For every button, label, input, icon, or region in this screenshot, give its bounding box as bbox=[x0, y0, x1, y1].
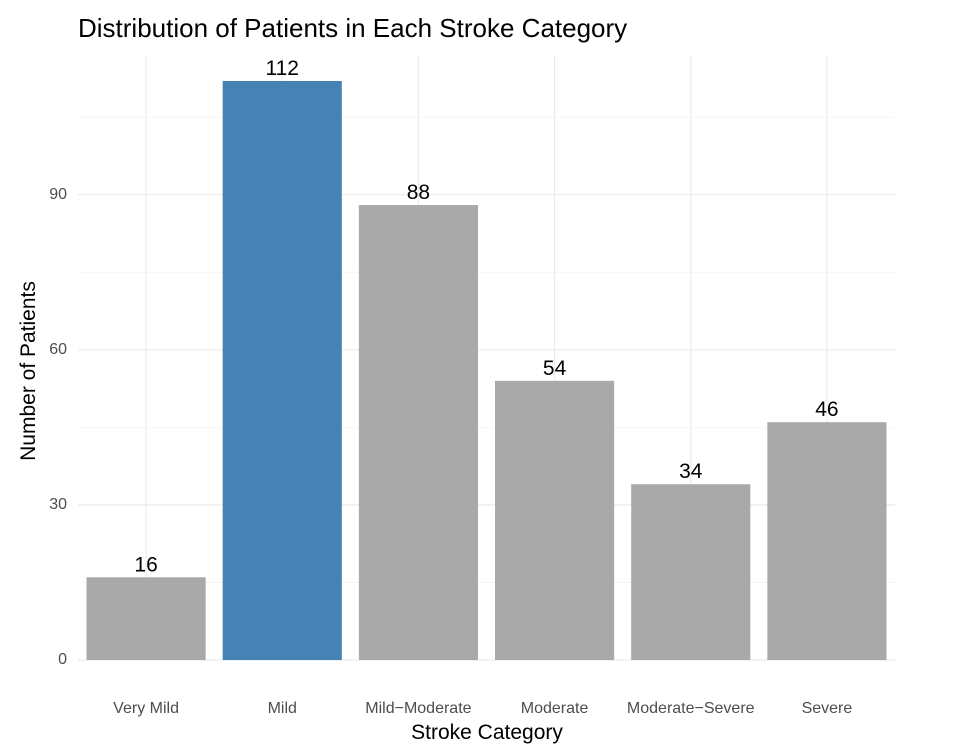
axes-layer: 0 30 60 90 Very Mild Mild Mild−Moderate Moderat… bbox=[49, 186, 852, 717]
x-tick-label: Moderate bbox=[521, 700, 589, 717]
x-tick-label: Very Mild bbox=[113, 700, 179, 717]
chart-title: Distribution of Patients in Each Stroke … bbox=[78, 13, 627, 43]
data-label-2: 88 bbox=[407, 181, 430, 204]
bar-3 bbox=[495, 380, 615, 660]
bar-1 bbox=[222, 80, 342, 660]
y-axis-title: Number of Patients bbox=[17, 281, 40, 461]
data-label-4: 34 bbox=[679, 460, 703, 483]
bar-2 bbox=[358, 205, 478, 661]
data-label-1: 112 bbox=[266, 57, 299, 80]
y-tick-label: 30 bbox=[49, 496, 67, 513]
y-tick-label: 90 bbox=[49, 186, 67, 203]
x-tick-label: Severe bbox=[802, 700, 853, 717]
x-tick-label: Mild bbox=[268, 700, 297, 717]
x-tick-label: Mild−Moderate bbox=[365, 700, 471, 717]
bar-4 bbox=[631, 484, 751, 660]
x-tick-label: Moderate−Severe bbox=[627, 700, 755, 717]
bar-0 bbox=[86, 577, 206, 660]
data-label-3: 54 bbox=[543, 357, 567, 380]
labels-layer: 16 112 88 54 34 46 bbox=[134, 57, 838, 576]
y-tick-label: 0 bbox=[58, 651, 67, 668]
data-label-0: 16 bbox=[134, 553, 157, 576]
y-tick-label: 60 bbox=[49, 341, 67, 358]
x-axis-title: Stroke Category bbox=[411, 721, 563, 744]
bars-layer bbox=[86, 80, 887, 661]
bar-5 bbox=[767, 422, 887, 660]
data-label-5: 46 bbox=[815, 398, 838, 421]
